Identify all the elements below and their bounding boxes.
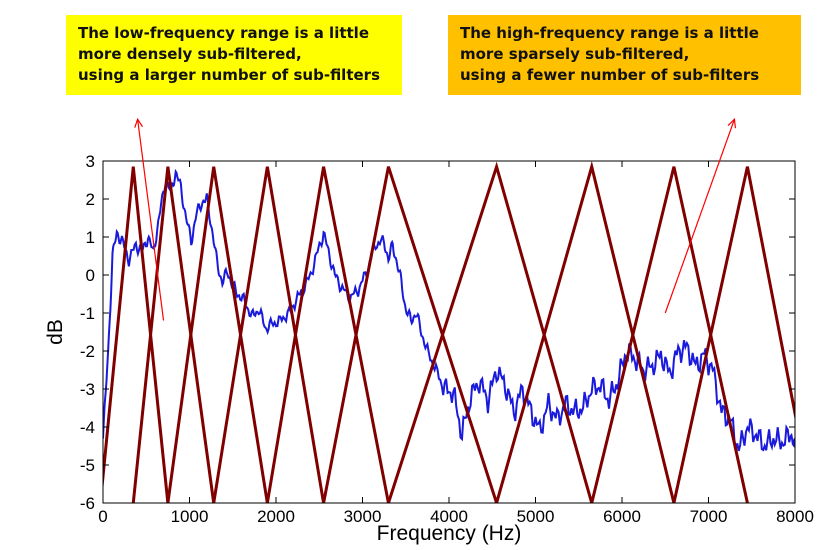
callout-line: more sparsely sub-filtered, (460, 45, 690, 63)
y-tick-label: 1 (86, 228, 95, 247)
x-tick-label: 8000 (776, 507, 814, 526)
y-tick-label: -1 (80, 304, 95, 323)
low-frequency-callout: The low-frequency range is a little more… (66, 15, 402, 95)
y-tick-label: -4 (80, 418, 95, 437)
annotation-arrowhead (727, 117, 737, 129)
annotation-arrow (137, 119, 165, 321)
sub-filter-triangle (672, 166, 795, 503)
sub-filter-triangle (495, 161, 676, 503)
sub-filter-triangle (265, 166, 390, 503)
x-tick-label: 0 (98, 507, 107, 526)
y-tick-label: 0 (86, 266, 95, 285)
sub-filter-triangle (166, 166, 269, 503)
y-tick-label: 2 (86, 190, 95, 209)
y-tick-label: 3 (86, 152, 95, 171)
y-tick-label: -6 (80, 494, 95, 513)
sub-filter-triangle (387, 161, 594, 503)
y-axis-label: dB (44, 319, 67, 345)
callout-line: using a larger number of sub-filters (78, 66, 380, 84)
sub-filter-triangle (322, 166, 499, 503)
x-tick-label: 6000 (603, 507, 641, 526)
callout-line: using a fewer number of sub-filters (460, 66, 760, 84)
x-tick-label: 2000 (257, 507, 295, 526)
spectrum-series (103, 168, 795, 452)
sub-filter-triangle (590, 166, 749, 503)
x-tick-label: 1000 (171, 507, 209, 526)
x-tick-label: 7000 (690, 507, 728, 526)
annotation-arrowhead (134, 117, 144, 128)
callout-line: more densely sub-filtered, (78, 45, 302, 63)
x-tick-label: 5000 (517, 507, 555, 526)
y-tick-label: -5 (80, 456, 95, 475)
callout-line: The low-frequency range is a little (78, 24, 369, 42)
sub-filter-triangle (103, 166, 170, 503)
callout-line: The high-frequency range is a little (460, 24, 759, 42)
sub-filter-triangle (131, 166, 216, 503)
x-tick-label: 4000 (430, 507, 468, 526)
annotation-arrow (664, 118, 736, 314)
high-frequency-callout: The high-frequency range is a little mor… (448, 15, 801, 95)
sub-filter-triangle (212, 166, 326, 503)
y-tick-label: -3 (80, 380, 95, 399)
y-tick-label: -2 (80, 342, 95, 361)
x-tick-label: 3000 (344, 507, 382, 526)
x-axis-label: Frequency (Hz) (377, 522, 522, 545)
